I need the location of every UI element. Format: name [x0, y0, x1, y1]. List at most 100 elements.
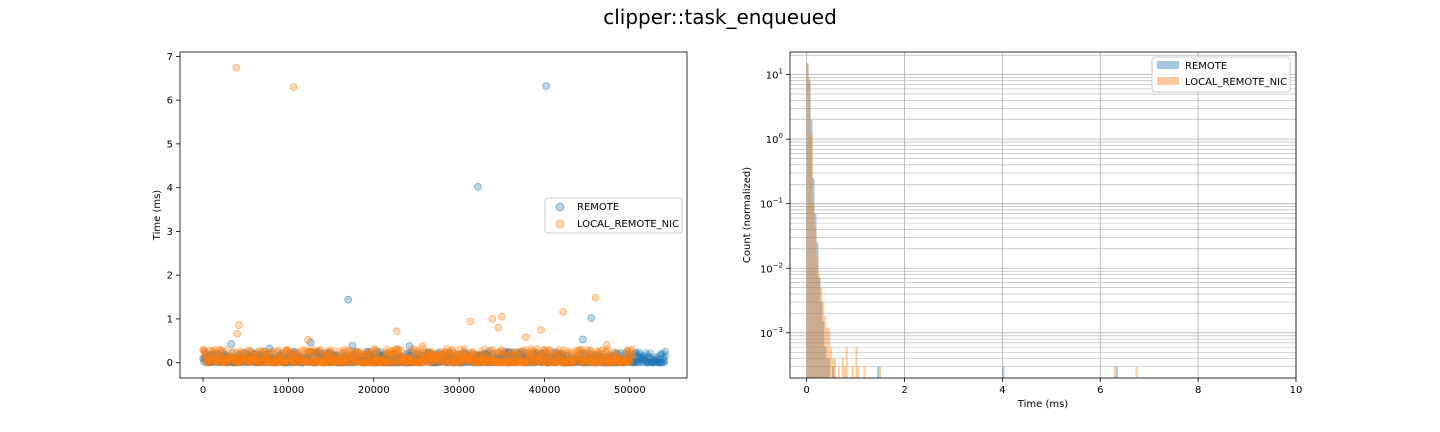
point-local-remote-nic	[623, 346, 631, 355]
point-remote	[227, 357, 236, 365]
point-local-remote-nic	[200, 354, 208, 363]
point-remote	[312, 358, 321, 367]
point-local-remote-nic	[278, 352, 287, 361]
point-local-remote-nic	[234, 321, 243, 329]
point-remote	[484, 347, 493, 356]
point-remote	[379, 353, 387, 361]
point-remote	[304, 355, 312, 363]
point-local-remote-nic	[320, 356, 329, 365]
point-local-remote-nic	[280, 358, 289, 366]
point-local-remote-nic	[360, 350, 368, 359]
point-local-remote-nic	[427, 357, 435, 365]
point-remote	[546, 353, 554, 361]
point-local-remote-nic	[338, 355, 347, 364]
point-local-remote-nic	[453, 349, 462, 358]
bar-local-remote-nic	[816, 256, 819, 378]
point-local-remote-nic	[255, 355, 263, 364]
point-local-remote-nic	[216, 353, 225, 362]
point-remote	[492, 357, 501, 365]
point-remote	[573, 357, 582, 366]
point-local-remote-nic	[579, 357, 587, 365]
point-local-remote-nic	[442, 358, 450, 367]
point-remote	[487, 357, 496, 366]
point-local-remote-nic	[496, 358, 505, 367]
point-local-remote-nic	[492, 358, 501, 367]
point-remote	[631, 349, 640, 357]
point-local-remote-nic	[496, 358, 504, 367]
point-local-remote-nic	[263, 348, 272, 357]
point-remote	[433, 349, 442, 358]
point-remote	[514, 354, 522, 363]
point-remote	[534, 357, 542, 366]
point-remote	[318, 352, 326, 360]
point-remote	[363, 348, 372, 356]
point-local-remote-nic	[234, 358, 243, 367]
point-local-remote-nic	[569, 358, 578, 367]
point-local-remote-nic	[439, 351, 448, 360]
point-local-remote-nic	[575, 355, 583, 363]
point-local-remote-nic	[436, 347, 445, 356]
point-remote	[539, 355, 548, 364]
point-remote	[431, 358, 440, 367]
bar-remote	[826, 358, 829, 378]
point-local-remote-nic	[281, 346, 290, 355]
point-remote	[632, 349, 641, 358]
point-remote	[484, 350, 492, 358]
point-local-remote-nic	[477, 347, 486, 355]
point-local-remote-nic	[597, 357, 606, 365]
point-local-remote-nic	[290, 357, 299, 366]
point-remote	[208, 350, 217, 359]
point-remote	[587, 314, 596, 322]
point-remote	[252, 349, 260, 357]
legend-patch-local-remote-nic	[1157, 77, 1179, 85]
point-remote	[612, 358, 621, 366]
point-remote	[298, 358, 307, 367]
point-remote	[245, 357, 253, 365]
point-remote	[203, 353, 211, 362]
point-local-remote-nic	[441, 358, 449, 366]
point-local-remote-nic	[390, 346, 398, 355]
point-remote	[359, 350, 368, 359]
point-remote	[570, 353, 578, 362]
point-local-remote-nic	[578, 358, 587, 366]
point-remote	[444, 358, 453, 367]
point-local-remote-nic	[511, 358, 519, 366]
point-local-remote-nic	[399, 356, 408, 365]
point-remote	[598, 358, 606, 367]
point-remote	[486, 358, 494, 367]
point-local-remote-nic	[295, 358, 303, 367]
histogram-bars	[806, 63, 1138, 379]
point-local-remote-nic	[238, 348, 247, 357]
point-local-remote-nic	[340, 358, 348, 367]
point-remote	[568, 358, 576, 367]
point-local-remote-nic	[568, 355, 577, 364]
point-local-remote-nic	[541, 356, 550, 365]
point-remote	[218, 356, 226, 365]
point-remote	[473, 351, 481, 360]
point-remote	[339, 358, 348, 367]
point-remote	[344, 354, 352, 363]
point-local-remote-nic	[608, 357, 617, 366]
point-remote	[467, 358, 475, 367]
point-remote	[358, 358, 366, 366]
point-remote	[535, 357, 543, 366]
point-remote	[653, 354, 661, 362]
point-local-remote-nic	[311, 355, 320, 364]
point-local-remote-nic	[448, 346, 457, 354]
point-remote	[288, 350, 296, 358]
point-remote	[454, 358, 463, 367]
point-local-remote-nic	[351, 358, 360, 367]
point-local-remote-nic	[476, 356, 484, 364]
point-local-remote-nic	[480, 350, 488, 358]
point-local-remote-nic	[460, 347, 469, 356]
point-remote	[290, 355, 299, 364]
point-local-remote-nic	[454, 350, 463, 359]
y-tick-label: 7	[167, 52, 173, 63]
point-local-remote-nic	[433, 353, 442, 362]
point-local-remote-nic	[309, 358, 318, 366]
point-remote	[524, 355, 533, 364]
point-local-remote-nic	[521, 358, 530, 367]
point-remote	[280, 355, 289, 363]
point-local-remote-nic	[462, 352, 470, 360]
point-local-remote-nic	[439, 349, 448, 358]
